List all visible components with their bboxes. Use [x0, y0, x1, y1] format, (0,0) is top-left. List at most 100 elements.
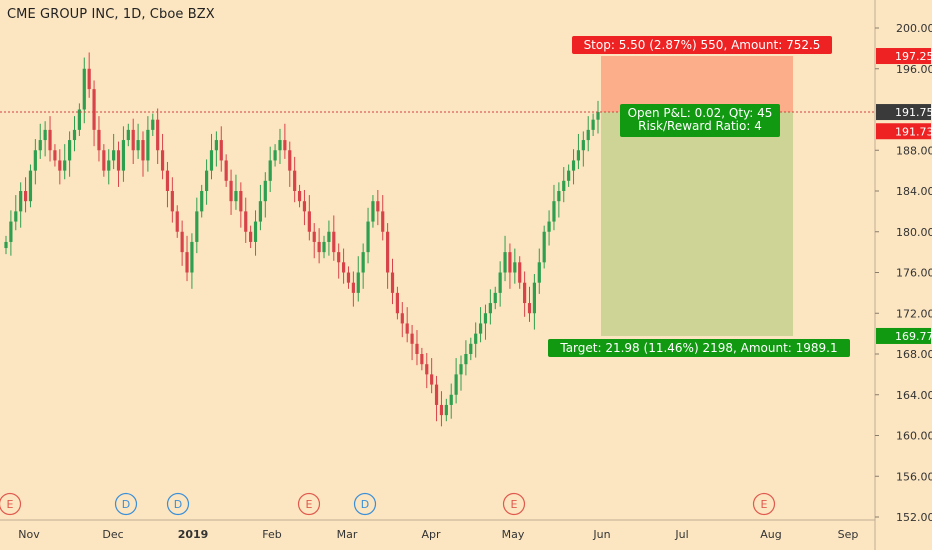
candle-body [562, 180, 566, 191]
price-tick-label: 176.00 [896, 267, 932, 280]
time-label: Jun [592, 528, 610, 541]
stop-zone [601, 56, 793, 113]
time-label: Dec [102, 528, 123, 541]
candle-body [361, 252, 365, 273]
position-labels[interactable]: Stop: 5.50 (2.87%) 550, Amount: 752.5 Ope… [548, 36, 850, 357]
candle-body [253, 221, 258, 242]
candle-body [214, 140, 218, 151]
candle-body [224, 160, 228, 181]
price-tick-label: 188.00 [896, 144, 932, 157]
price-tag: 191.75 [876, 104, 932, 121]
earnings-marker[interactable]: E [297, 492, 321, 516]
candle-body [302, 201, 307, 212]
price-tick-label: 164.00 [896, 389, 932, 402]
price-tag-label: 197.25 [895, 50, 932, 63]
chart-title: CME GROUP INC, 1D, Cboe BZX [7, 7, 215, 22]
time-label: Mar [337, 528, 358, 541]
marker-circle [502, 492, 526, 516]
candle-body [449, 394, 453, 405]
time-axis[interactable]: Nov Dec 2019 Feb Mar Apr May Jun Jul Aug Sep [0, 519, 875, 541]
stop-label-text: Stop: 5.50 (2.87%) 550, Amount: 752.5 [584, 38, 821, 52]
candle-body [97, 129, 101, 151]
candle-body [48, 129, 52, 151]
candle-body [268, 160, 272, 181]
marker-circle [0, 492, 22, 516]
marker-letter: E [511, 498, 518, 511]
candle-body [141, 140, 145, 161]
candle-body [14, 211, 18, 222]
candle-body [420, 354, 424, 365]
candle-body [244, 211, 248, 232]
candle-body [317, 241, 321, 253]
candle-body [395, 292, 400, 314]
candle-body [258, 201, 263, 222]
candle-body [180, 231, 184, 253]
candle-body [493, 292, 497, 304]
candle-body [249, 231, 253, 242]
candle-body [327, 231, 331, 242]
price-tag-bg [876, 48, 931, 65]
stop-label-bg [572, 36, 832, 54]
candle-body [425, 364, 429, 375]
earnings-marker[interactable]: E [752, 492, 776, 516]
candle-body [454, 374, 458, 395]
candle-body [200, 191, 204, 212]
price-tick-label: 168.00 [896, 348, 932, 361]
candle-body [77, 109, 81, 130]
candle-body [571, 160, 576, 171]
candle-body [586, 129, 590, 141]
candle-body [523, 282, 527, 304]
price-axis[interactable]: 152.00 156.00 160.00 164.00 168.00 172.00 176.… [874, 0, 932, 550]
candle-body [102, 150, 106, 171]
candle-body [498, 272, 502, 293]
candle-body [513, 262, 517, 273]
price-tag-label: 191.75 [895, 106, 932, 119]
price-tick-label: 160.00 [896, 430, 932, 443]
candle-body [68, 140, 72, 161]
candle-body [297, 191, 302, 202]
candle-body [293, 170, 297, 191]
candle-body [444, 404, 448, 416]
marker-letter: E [306, 498, 313, 511]
candle-body [239, 191, 243, 212]
price-tag-bg [876, 104, 931, 121]
candle-body [390, 272, 395, 293]
time-label: Jul [674, 528, 688, 541]
candle-body [19, 191, 23, 212]
candle-body [567, 170, 571, 181]
candle-body [82, 68, 86, 110]
marker-circle [166, 492, 190, 516]
candle-body [464, 354, 468, 365]
candle-body [434, 384, 439, 405]
candle-body [557, 191, 561, 202]
candle-body [116, 150, 121, 171]
candle-body [469, 343, 473, 354]
candle-body [63, 160, 67, 171]
candle-body [195, 211, 199, 242]
price-tick-label: 152.00 [896, 511, 932, 524]
dividend-marker[interactable]: D [166, 492, 190, 516]
price-tick-label: 184.00 [896, 185, 932, 198]
earnings-marker[interactable]: E [502, 492, 526, 516]
candle-body [400, 313, 404, 324]
candle-body [518, 262, 522, 283]
candle-body [146, 129, 150, 161]
candle-body [175, 211, 179, 232]
candle-body [356, 272, 360, 293]
dividend-marker[interactable]: D [114, 492, 138, 516]
price-tag: 169.77 [876, 327, 932, 344]
stop-label[interactable]: Stop: 5.50 (2.87%) 550, Amount: 752.5 [572, 36, 832, 54]
candle-body [459, 364, 463, 375]
candle-body [136, 140, 140, 151]
candle-body [307, 211, 311, 232]
dividend-marker[interactable]: D [353, 492, 377, 516]
earnings-marker[interactable]: E [0, 492, 22, 516]
target-label[interactable]: Target: 21.98 (11.46%) 2198, Amount: 198… [548, 339, 850, 357]
candle-body [131, 129, 135, 151]
candle-body [386, 231, 390, 273]
marker-letter: E [761, 498, 768, 511]
candle-body [209, 150, 214, 171]
